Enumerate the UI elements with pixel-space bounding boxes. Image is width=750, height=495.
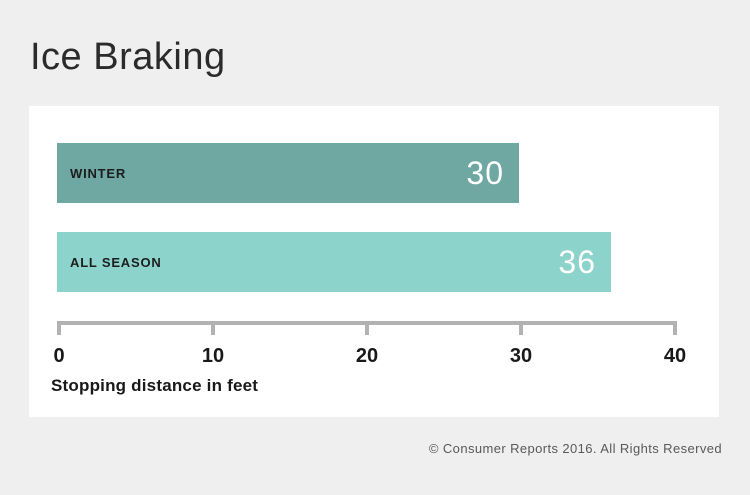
copyright-text: © Consumer Reports 2016. All Rights Rese…	[428, 441, 722, 456]
bars-container: WINTER 30 ALL SEASON 36	[29, 106, 719, 417]
bar-winter: WINTER 30	[57, 143, 519, 203]
x-axis-tick-label: 30	[509, 345, 533, 367]
bar-category-label: WINTER	[70, 165, 127, 181]
x-axis-tick-label: 20	[355, 345, 379, 367]
x-axis-tick	[57, 321, 61, 335]
x-axis: 0 10 20 30 40	[29, 321, 719, 381]
bar-value-label: 36	[558, 243, 596, 280]
x-axis-tick-label: 0	[53, 345, 65, 367]
x-axis-tick	[673, 321, 677, 335]
x-axis-label: Stopping distance in feet	[51, 376, 259, 395]
chart-title: Ice Braking	[30, 36, 226, 78]
x-axis-tick	[519, 321, 523, 335]
x-axis-tick	[365, 321, 369, 335]
bar-all-season: ALL SEASON 36	[57, 232, 611, 292]
bar-value-label: 30	[466, 154, 504, 191]
x-axis-tick	[211, 321, 215, 335]
chart-panel: WINTER 30 ALL SEASON 36 0 10 20 30 40 Stopping …	[29, 106, 719, 417]
x-axis-tick-label: 10	[201, 345, 225, 367]
x-axis-tick-label: 40	[663, 345, 687, 367]
bar-category-label: ALL SEASON	[70, 254, 162, 270]
